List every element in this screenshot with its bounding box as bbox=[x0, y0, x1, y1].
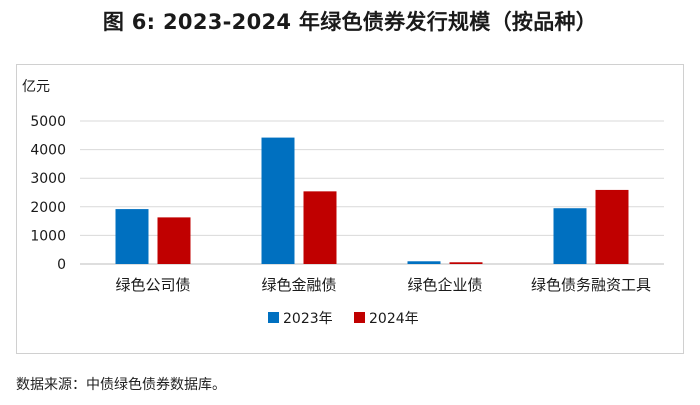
y-tick-label: 2000 bbox=[30, 200, 66, 216]
legend: 2023年 2024年 bbox=[268, 311, 419, 327]
bar-2024年-绿色企业债 bbox=[449, 262, 483, 264]
y-axis-label: 亿元 bbox=[22, 79, 50, 95]
y-tick-label: 3000 bbox=[30, 171, 66, 187]
chart-frame bbox=[16, 64, 684, 354]
y-axis-ticks: 0 1000 2000 3000 4000 5000 bbox=[30, 114, 66, 273]
legend-label: 2023年 bbox=[283, 311, 333, 327]
y-tick-label: 0 bbox=[57, 257, 66, 273]
source-note: 数据来源：中债绿色债券数据库。 bbox=[16, 377, 226, 393]
bars bbox=[115, 137, 629, 264]
bar-2023年-绿色金融债 bbox=[261, 137, 295, 264]
bar-2024年-绿色公司债 bbox=[157, 217, 191, 264]
bar-2023年-绿色公司债 bbox=[115, 209, 149, 264]
x-category-label: 绿色公司债 bbox=[115, 276, 190, 294]
y-tick-label: 1000 bbox=[30, 228, 66, 244]
y-tick-label: 5000 bbox=[30, 114, 66, 130]
x-category-label: 绿色金融债 bbox=[261, 276, 336, 294]
y-tick-label: 4000 bbox=[30, 143, 66, 159]
legend-label: 2024年 bbox=[369, 311, 419, 327]
x-axis-categories: 绿色公司债 绿色金融债 绿色企业债 绿色债务融资工具 bbox=[115, 276, 651, 294]
bar-2024年-绿色债务融资工具 bbox=[595, 189, 629, 264]
legend-swatch bbox=[354, 312, 365, 323]
x-category-label: 绿色企业债 bbox=[407, 276, 482, 294]
chart-title: 图 6: 2023-2024 年绿色债券发行规模（按品种） bbox=[102, 10, 598, 34]
bar-2023年-绿色债务融资工具 bbox=[553, 208, 587, 264]
x-category-label: 绿色债务融资工具 bbox=[531, 276, 651, 294]
bar-2023年-绿色企业债 bbox=[407, 261, 441, 264]
bar-2024年-绿色金融债 bbox=[303, 191, 337, 264]
legend-swatch bbox=[268, 312, 279, 323]
